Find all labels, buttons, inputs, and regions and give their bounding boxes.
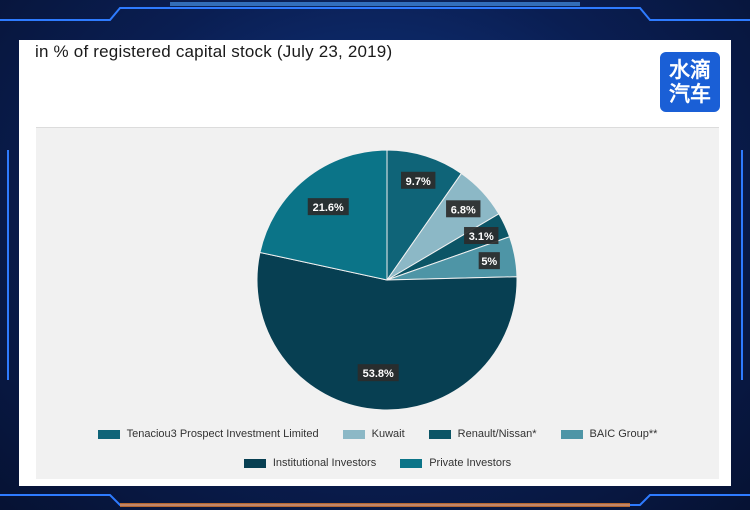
legend-item: Kuwait [342,428,405,440]
legend-label: Tenaciou3 Prospect Investment Limited [126,428,319,440]
legend-label: Renault/Nissan* [457,428,537,440]
pie-slice [256,251,518,411]
chart-area: 9.7% 6.8% 3.1% 5% 53.8% 21.6% Tenaciou3 Prosp… [36,127,719,479]
logo-text-top: 水滴 [669,58,711,82]
logo-text-bottom: 汽车 [669,82,711,106]
legend-row: Institutional Investors Private Investors [36,454,719,472]
legend-swatch [428,429,451,439]
legend-item: Renault/Nissan* [428,428,537,440]
svg-text:21.6%: 21.6% [313,202,344,214]
legend-swatch [560,429,583,439]
legend-label: Private Investors [429,457,512,469]
legend-item: Institutional Investors [243,457,377,469]
legend-swatch [97,429,120,439]
legend-swatch [243,458,266,468]
legend-label: BAIC Group** [589,428,658,440]
svg-text:9.7%: 9.7% [406,176,431,188]
svg-text:53.8%: 53.8% [363,368,394,380]
chart-panel: in % of registered capital stock (July 2… [19,40,731,486]
legend-label: Kuwait [371,428,405,440]
chart-legend: Tenaciou3 Prospect Investment Limited Kuw… [36,425,719,483]
pie-chart: 9.7% 6.8% 3.1% 5% 53.8% 21.6% [256,149,518,411]
legend-item: BAIC Group** [560,428,658,440]
data-label: 3.1% [464,227,499,245]
legend-item: Tenaciou3 Prospect Investment Limited [97,428,319,440]
legend-label: Institutional Investors [272,457,377,469]
svg-text:6.8%: 6.8% [451,204,476,216]
data-label: 5% [478,252,500,270]
page-title: in % of registered capital stock (July 2… [35,42,393,61]
data-label: 21.6% [307,198,349,216]
data-label: 53.8% [357,364,399,382]
data-label: 9.7% [401,171,436,189]
svg-text:3.1%: 3.1% [469,231,494,243]
legend-row: Tenaciou3 Prospect Investment Limited Kuw… [36,425,719,443]
legend-item: Private Investors [400,457,511,469]
svg-text:5%: 5% [481,256,497,268]
legend-swatch [400,458,423,468]
data-label: 6.8% [446,200,481,218]
legend-swatch [342,429,365,439]
brand-logo: 水滴 汽车 [660,52,720,112]
